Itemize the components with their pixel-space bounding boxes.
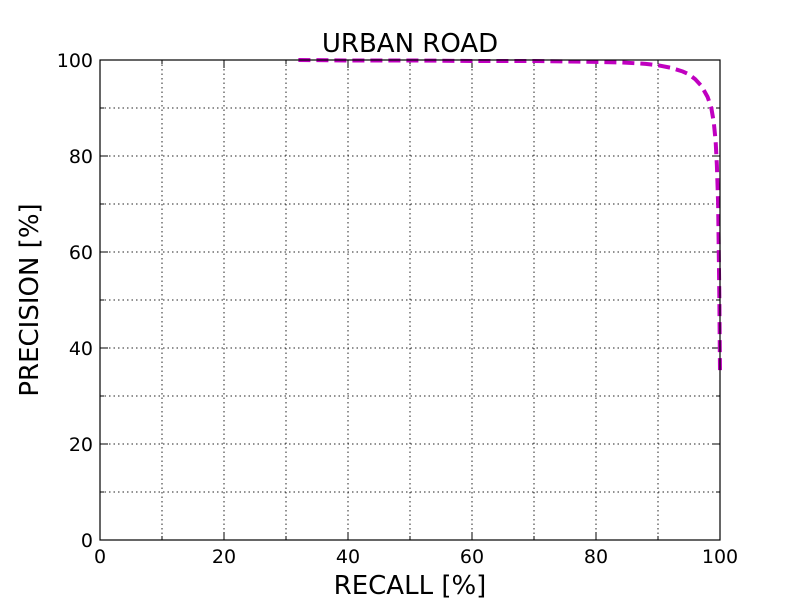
y-tick-label: 40 xyxy=(69,338,93,360)
y-tick-label: 20 xyxy=(69,434,93,456)
x-tick-label: 40 xyxy=(336,546,360,568)
grid-lines xyxy=(100,60,720,540)
axis-ticks: 0 20 40 60 80 100 0 20 40 60 80 100 xyxy=(57,50,738,568)
series-layer xyxy=(298,58,722,373)
y-tick-label: 100 xyxy=(57,50,93,72)
x-tick-label: 20 xyxy=(212,546,236,568)
chart-title: URBAN ROAD xyxy=(322,29,498,59)
y-tick-label: 0 xyxy=(81,530,93,552)
series-line xyxy=(298,58,722,373)
x-tick-label: 60 xyxy=(460,546,484,568)
y-tick-label: 80 xyxy=(69,146,93,168)
x-tick-label: 100 xyxy=(702,546,738,568)
y-tick-label: 60 xyxy=(69,242,93,264)
plot-frame xyxy=(99,59,721,541)
x-tick-label: 80 xyxy=(584,546,608,568)
y-axis-label: PRECISION [%] xyxy=(15,203,45,396)
x-tick-label: 0 xyxy=(94,546,106,568)
x-axis-label: RECALL [%] xyxy=(334,571,487,600)
